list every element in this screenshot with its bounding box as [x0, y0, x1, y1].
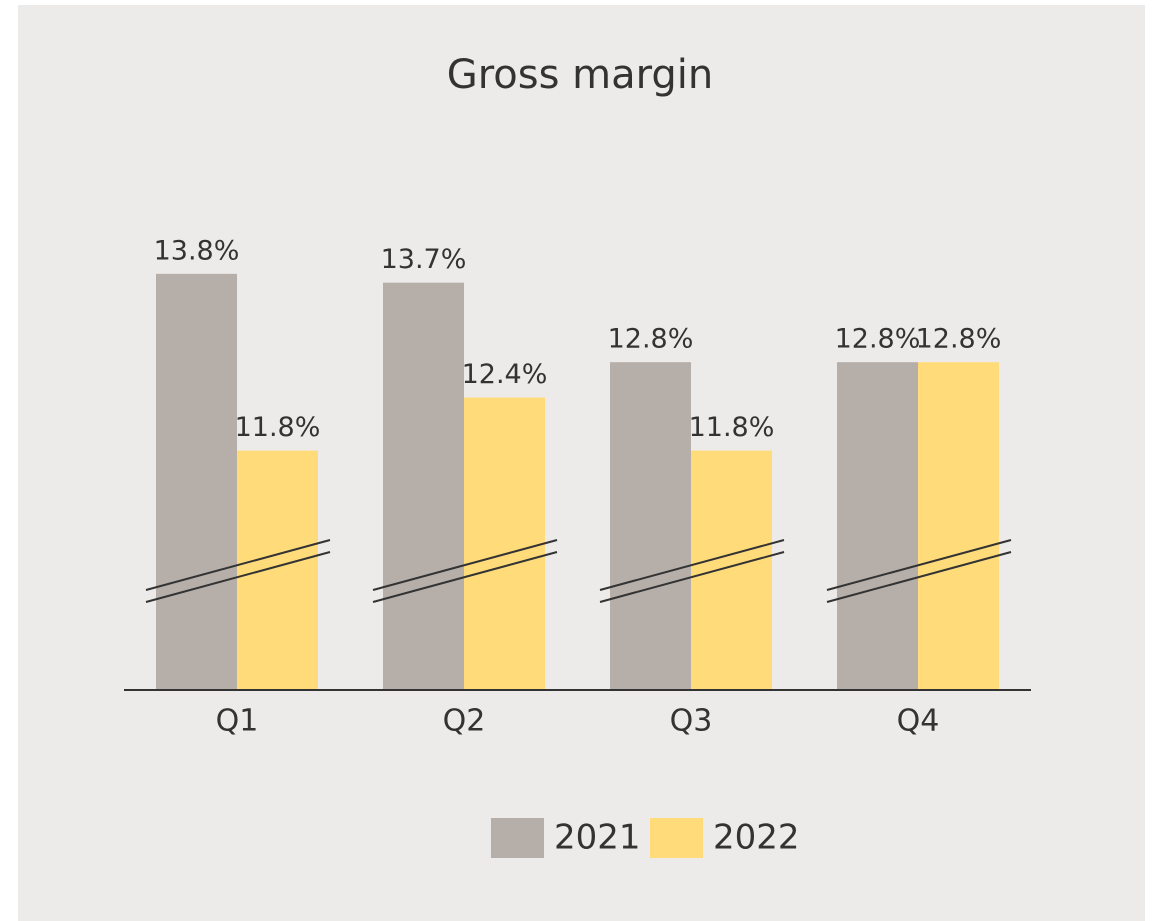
x-tick-label: Q1 — [216, 704, 259, 739]
axis-break — [372, 539, 558, 591]
x-tick-label: Q3 — [670, 704, 713, 739]
bar — [383, 282, 464, 690]
bar — [610, 362, 691, 690]
bar — [156, 273, 237, 690]
axis-break — [599, 551, 785, 603]
value-label: 13.7% — [381, 244, 467, 275]
x-tick-label: Q4 — [897, 704, 940, 739]
bar — [237, 450, 318, 690]
value-label: 11.8% — [235, 412, 321, 443]
chart-title: Gross margin — [447, 52, 714, 98]
legend-label: 2022 — [713, 818, 800, 858]
axis-break — [599, 539, 785, 591]
legend-label: 2021 — [554, 818, 641, 858]
axis-break — [826, 551, 1012, 603]
value-label: 12.4% — [462, 359, 548, 390]
value-label: 12.8% — [608, 324, 694, 355]
x-tick-label: Q2 — [443, 704, 486, 739]
value-label: 12.8% — [835, 324, 921, 355]
axis-break — [145, 539, 331, 591]
axis-break — [826, 539, 1012, 591]
value-label: 12.8% — [916, 324, 1002, 355]
legend-swatch — [650, 818, 703, 858]
legend-swatch — [491, 818, 544, 858]
bar — [918, 362, 999, 690]
bar — [837, 362, 918, 690]
value-label: 11.8% — [689, 412, 775, 443]
value-label: 13.8% — [154, 235, 240, 266]
axis-break — [145, 551, 331, 603]
bar — [464, 397, 545, 690]
bar — [691, 450, 772, 690]
axis-break — [372, 551, 558, 603]
